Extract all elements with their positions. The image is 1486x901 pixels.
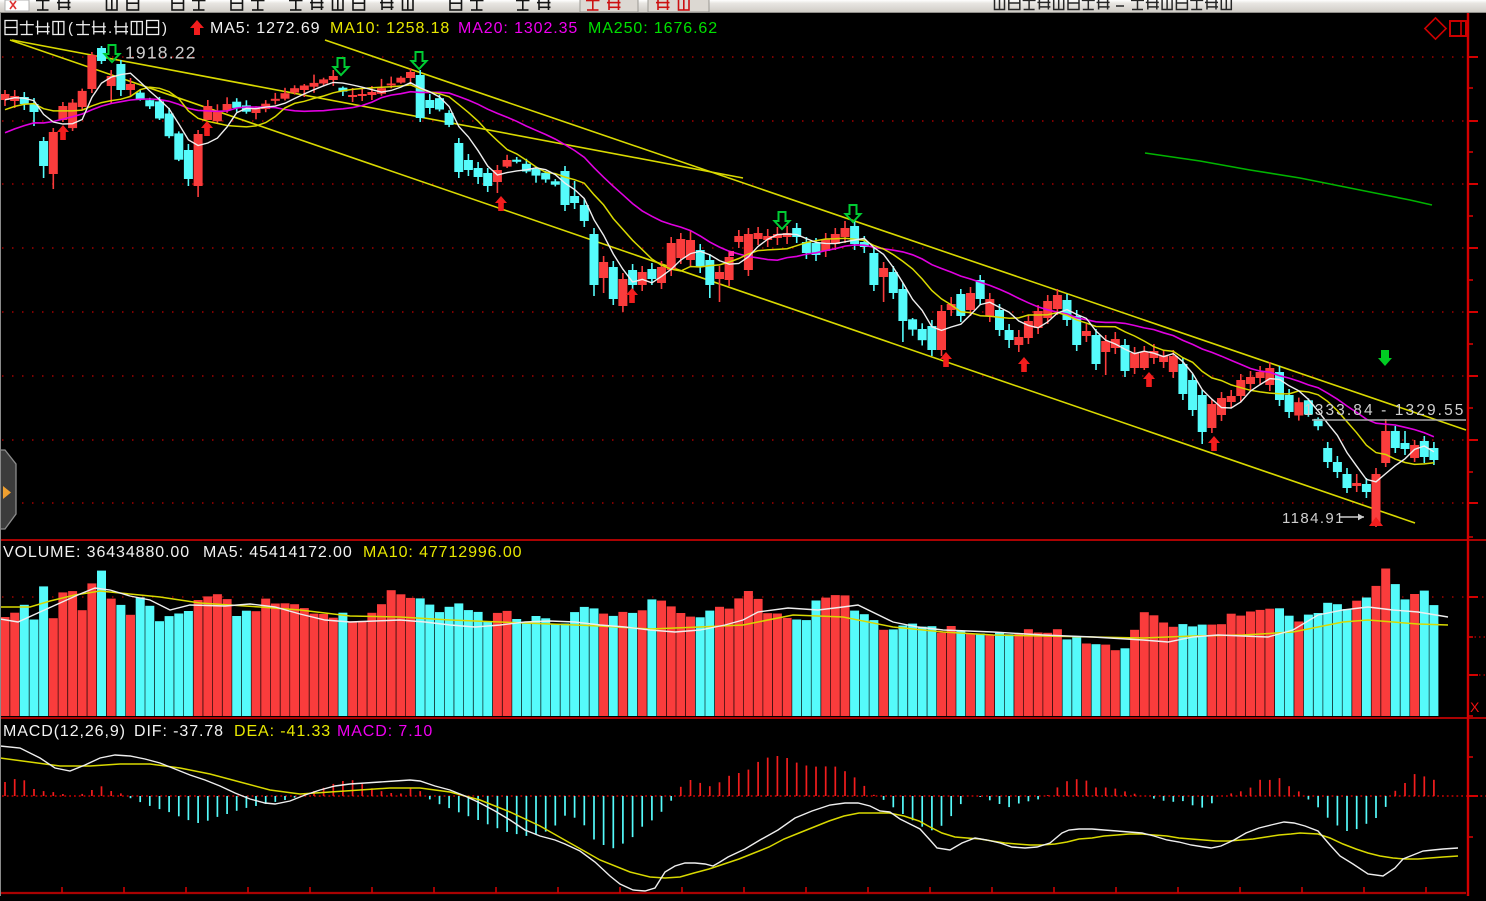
svg-text:MA20: 1302.35: MA20: 1302.35 <box>458 20 578 37</box>
svg-text:MA250: 1676.62: MA250: 1676.62 <box>588 20 718 37</box>
svg-text:): ) <box>162 20 167 37</box>
svg-text:X: X <box>1470 699 1480 715</box>
svg-text:DEA: -41.33: DEA: -41.33 <box>234 723 331 740</box>
svg-text:MA5: 1272.69: MA5: 1272.69 <box>210 20 320 37</box>
svg-text:DIF: -37.78: DIF: -37.78 <box>134 723 224 740</box>
svg-text:MA5: 45414172.00: MA5: 45414172.00 <box>203 544 353 561</box>
svg-text:VOLUME: 36434880.00: VOLUME: 36434880.00 <box>3 544 190 561</box>
svg-text:1918.22: 1918.22 <box>125 43 197 63</box>
svg-text:.: . <box>108 20 112 37</box>
svg-text:MA10: 47712996.00: MA10: 47712996.00 <box>363 544 522 561</box>
svg-text:MA10: 1258.18: MA10: 1258.18 <box>330 20 450 37</box>
svg-text:1333.84 - 1329.55: 1333.84 - 1329.55 <box>1304 402 1466 419</box>
svg-text:MACD(12,26,9): MACD(12,26,9) <box>3 723 126 740</box>
svg-text:MACD: 7.10: MACD: 7.10 <box>337 723 433 740</box>
svg-text:(: ( <box>68 20 73 37</box>
svg-text:1184.91: 1184.91 <box>1282 510 1345 527</box>
